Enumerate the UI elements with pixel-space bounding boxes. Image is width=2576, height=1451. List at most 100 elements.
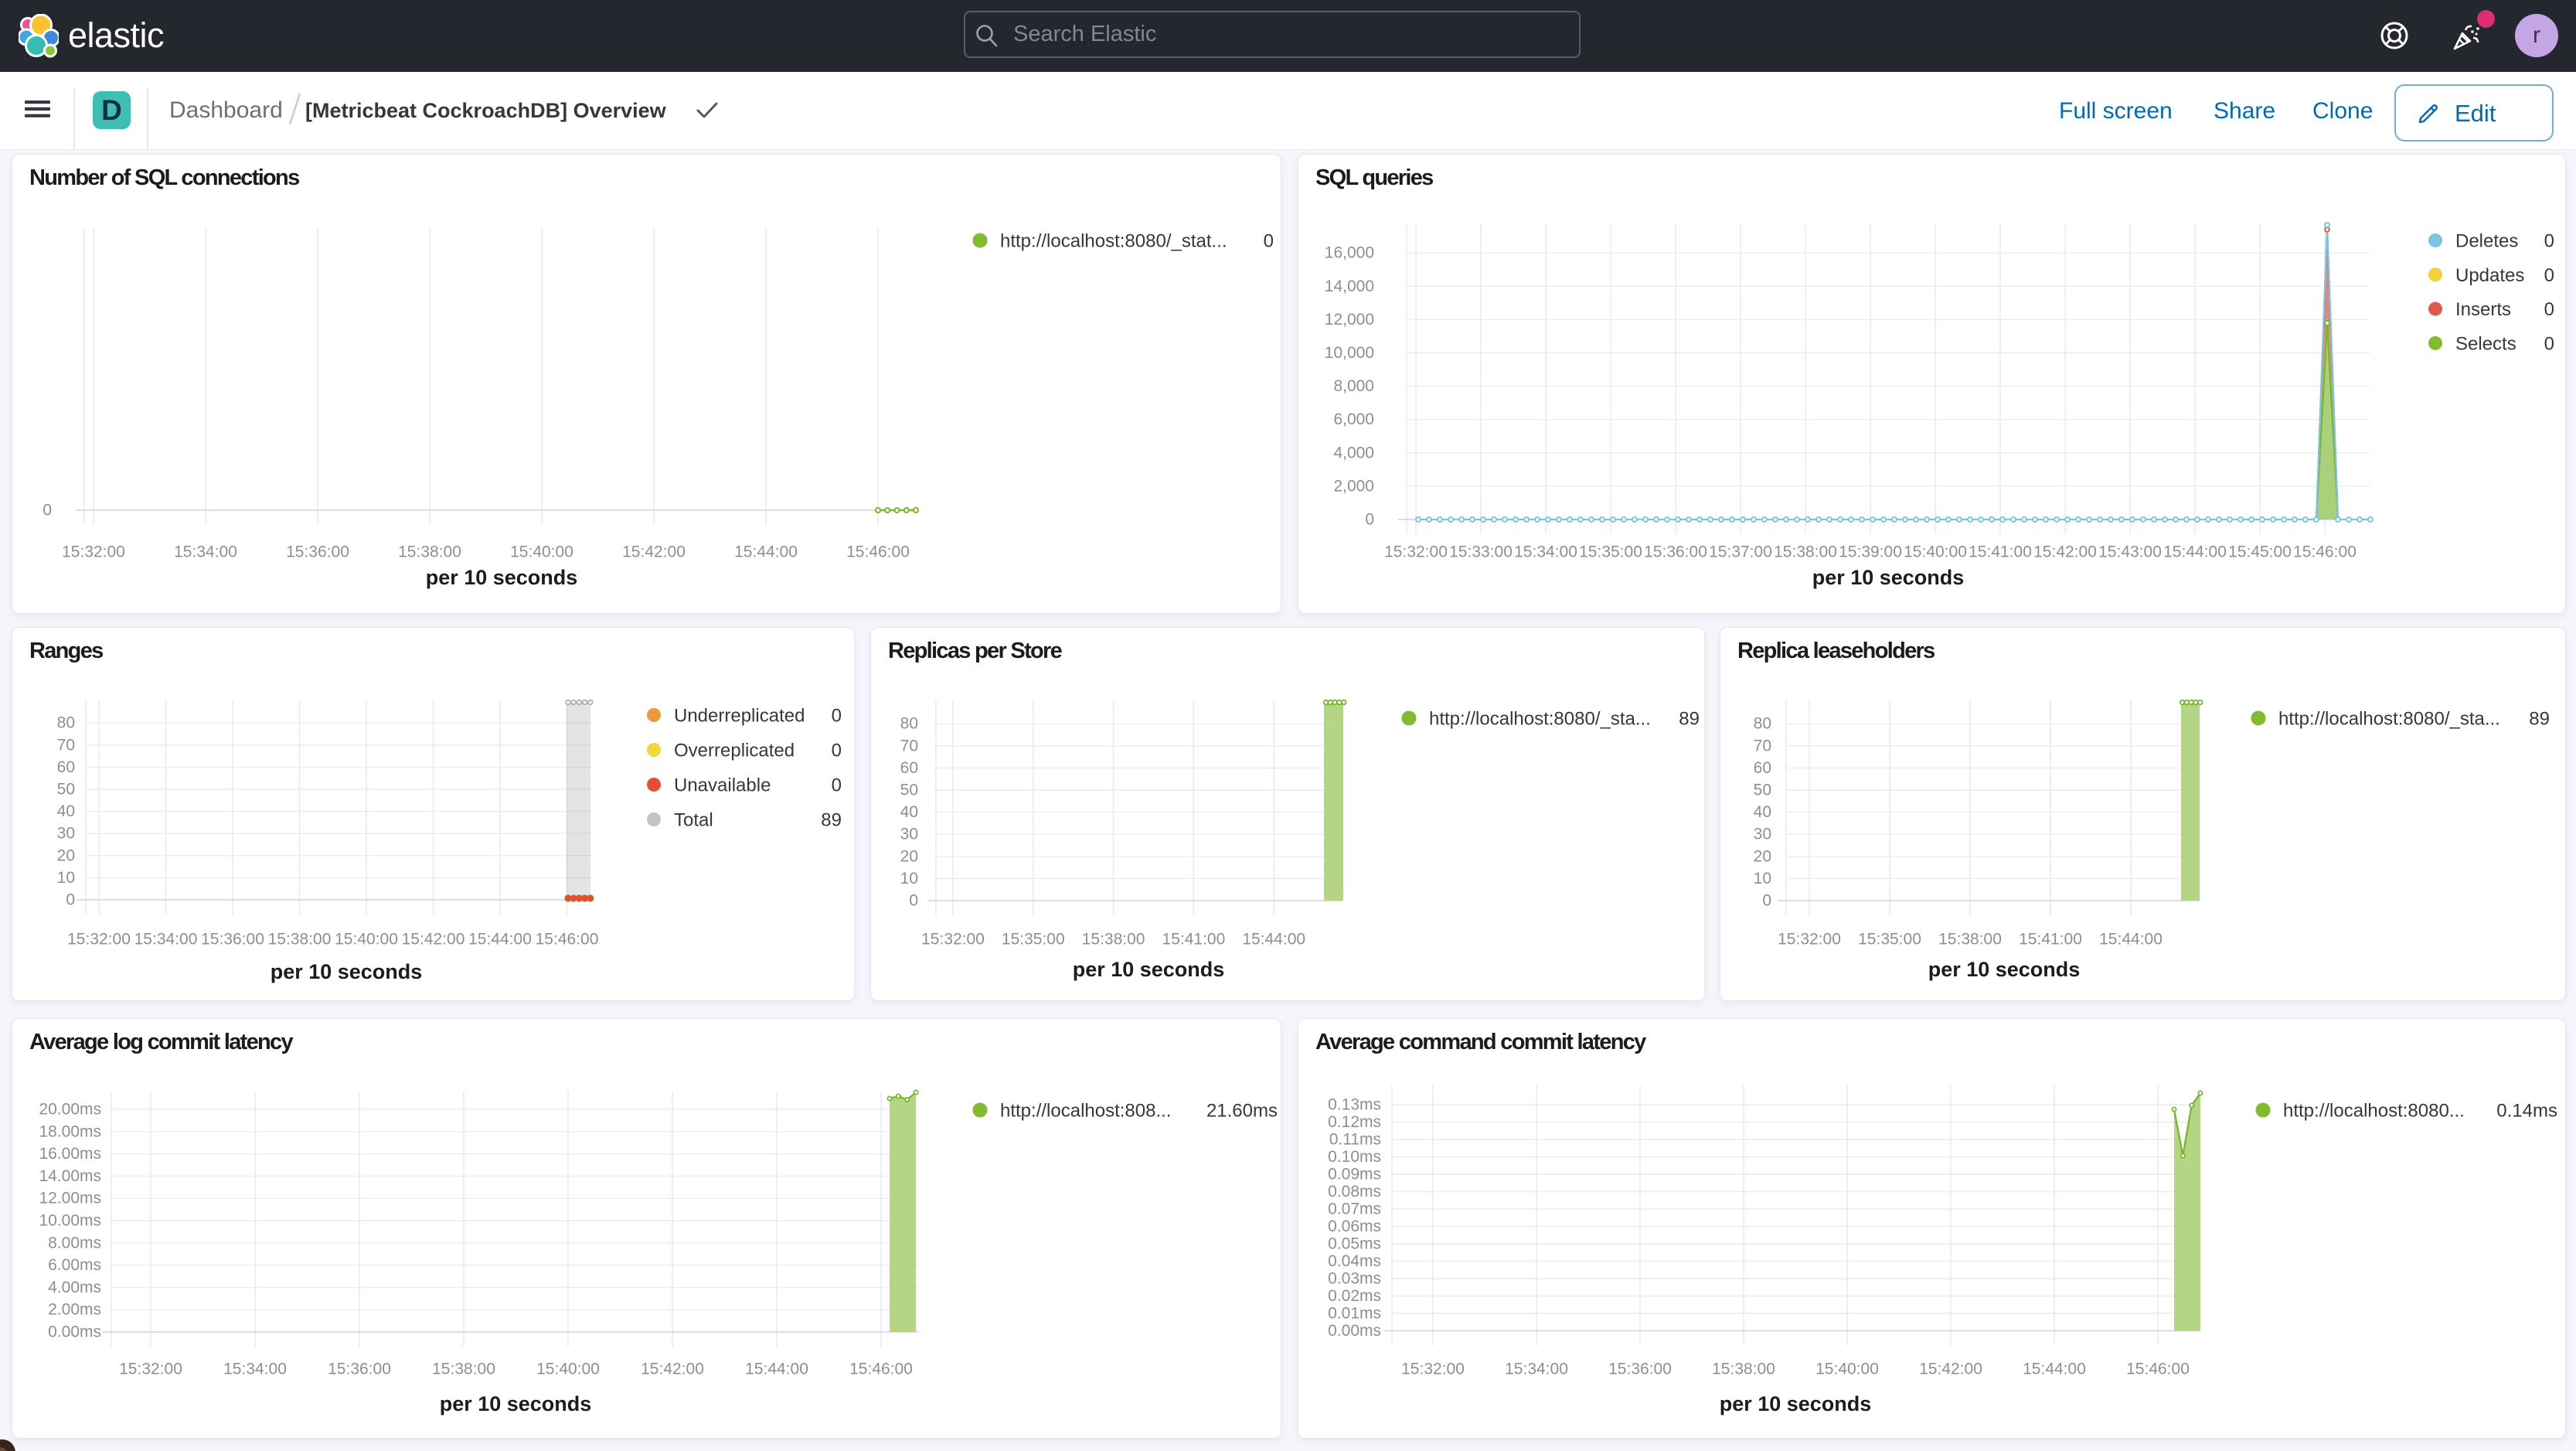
svg-text:70: 70 xyxy=(900,737,918,754)
svg-text:70: 70 xyxy=(1754,737,1771,754)
svg-text:20.00ms: 20.00ms xyxy=(39,1101,101,1119)
svg-text:0: 0 xyxy=(1365,511,1374,529)
svg-text:2.00ms: 2.00ms xyxy=(48,1301,101,1319)
svg-text:15:41:00: 15:41:00 xyxy=(1162,931,1226,949)
svg-text:50: 50 xyxy=(1754,782,1771,799)
svg-text:0.00ms: 0.00ms xyxy=(1328,1322,1381,1340)
svg-text:15:34:00: 15:34:00 xyxy=(1505,1361,1568,1378)
svg-text:89: 89 xyxy=(2529,709,2550,730)
svg-text:0.14ms: 0.14ms xyxy=(2496,1101,2557,1122)
svg-text:50: 50 xyxy=(57,781,75,799)
svg-text:16,000: 16,000 xyxy=(1325,244,1374,262)
svg-text:6.00ms: 6.00ms xyxy=(48,1256,101,1274)
svg-text:0: 0 xyxy=(1264,231,1274,252)
svg-text:15:39:00: 15:39:00 xyxy=(1839,543,1902,561)
svg-text:30: 30 xyxy=(900,826,918,843)
svg-text:8,000: 8,000 xyxy=(1333,377,1374,395)
svg-text:15:44:00: 15:44:00 xyxy=(1242,931,1305,949)
svg-text:50: 50 xyxy=(900,782,918,799)
svg-text:15:35:00: 15:35:00 xyxy=(1579,543,1642,561)
svg-text:http://localhost:8080/_stat...: http://localhost:8080/_stat... xyxy=(1000,231,1227,252)
svg-text:0.10ms: 0.10ms xyxy=(1328,1148,1381,1166)
svg-text:60: 60 xyxy=(57,758,75,776)
svg-text:0.09ms: 0.09ms xyxy=(1328,1166,1381,1184)
svg-text:15:40:00: 15:40:00 xyxy=(335,931,398,949)
svg-text:15:44:00: 15:44:00 xyxy=(734,543,798,561)
svg-text:http://localhost:8080/_sta...: http://localhost:8080/_sta... xyxy=(1429,709,1651,730)
svg-text:15:43:00: 15:43:00 xyxy=(2098,543,2162,561)
svg-text:15:41:00: 15:41:00 xyxy=(1969,543,2032,561)
svg-text:Inserts: Inserts xyxy=(2455,299,2511,320)
svg-text:15:35:00: 15:35:00 xyxy=(1002,931,1065,949)
svg-text:15:40:00: 15:40:00 xyxy=(510,543,573,561)
svg-text:15:42:00: 15:42:00 xyxy=(641,1361,704,1378)
svg-text:0.11ms: 0.11ms xyxy=(1329,1131,1381,1149)
svg-text:15:40:00: 15:40:00 xyxy=(1904,543,1967,561)
svg-text:15:34:00: 15:34:00 xyxy=(1514,543,1577,561)
svg-text:http://localhost:8080/_sta...: http://localhost:8080/_sta... xyxy=(2278,709,2500,730)
svg-text:15:42:00: 15:42:00 xyxy=(2033,543,2097,561)
svg-text:10: 10 xyxy=(1754,870,1771,887)
svg-text:Updates: Updates xyxy=(2455,265,2524,286)
svg-text:15:32:00: 15:32:00 xyxy=(921,931,985,949)
svg-text:80: 80 xyxy=(57,714,75,732)
svg-text:14.00ms: 14.00ms xyxy=(39,1167,101,1185)
svg-text:10: 10 xyxy=(57,869,75,887)
svg-text:http://localhost:808...: http://localhost:808... xyxy=(1000,1101,1171,1122)
svg-text:15:46:00: 15:46:00 xyxy=(536,931,599,949)
svg-text:2,000: 2,000 xyxy=(1333,477,1374,495)
svg-text:15:41:00: 15:41:00 xyxy=(2019,931,2082,949)
svg-text:Underreplicated: Underreplicated xyxy=(674,706,805,727)
svg-text:Total: Total xyxy=(674,810,713,831)
svg-text:21.60ms: 21.60ms xyxy=(1206,1101,1278,1122)
svg-text:15:42:00: 15:42:00 xyxy=(622,543,686,561)
svg-text:0.08ms: 0.08ms xyxy=(1328,1183,1381,1201)
svg-text:15:44:00: 15:44:00 xyxy=(2099,931,2163,949)
svg-text:40: 40 xyxy=(1754,803,1771,821)
svg-text:12,000: 12,000 xyxy=(1325,311,1374,329)
svg-text:15:38:00: 15:38:00 xyxy=(268,931,332,949)
svg-text:4,000: 4,000 xyxy=(1333,444,1374,462)
svg-text:15:32:00: 15:32:00 xyxy=(62,543,125,561)
svg-text:per 10 seconds: per 10 seconds xyxy=(1073,958,1225,981)
svg-text:20: 20 xyxy=(1754,847,1771,865)
svg-text:Selects: Selects xyxy=(2455,333,2516,354)
svg-text:60: 60 xyxy=(1754,759,1771,777)
svg-text:15:46:00: 15:46:00 xyxy=(846,543,910,561)
svg-text:89: 89 xyxy=(1679,709,1700,730)
svg-text:0: 0 xyxy=(2544,333,2554,354)
svg-text:0: 0 xyxy=(2544,265,2554,286)
svg-text:per 10 seconds: per 10 seconds xyxy=(1928,958,2081,981)
svg-text:80: 80 xyxy=(1754,715,1771,733)
svg-text:15:32:00: 15:32:00 xyxy=(119,1361,182,1378)
svg-text:15:40:00: 15:40:00 xyxy=(1815,1361,1879,1378)
svg-text:Overreplicated: Overreplicated xyxy=(674,741,795,761)
svg-text:14,000: 14,000 xyxy=(1325,278,1374,295)
svg-text:0: 0 xyxy=(43,502,52,519)
svg-text:12.00ms: 12.00ms xyxy=(39,1190,101,1207)
svg-text:per 10 seconds: per 10 seconds xyxy=(271,960,423,983)
svg-text:15:44:00: 15:44:00 xyxy=(2023,1361,2086,1378)
svg-text:15:44:00: 15:44:00 xyxy=(468,931,532,949)
svg-text:15:32:00: 15:32:00 xyxy=(67,931,131,949)
svg-text:per 10 seconds: per 10 seconds xyxy=(426,566,578,589)
svg-text:18.00ms: 18.00ms xyxy=(39,1122,101,1140)
svg-text:per 10 seconds: per 10 seconds xyxy=(1720,1392,1872,1415)
svg-text:15:32:00: 15:32:00 xyxy=(1778,931,1841,949)
svg-text:15:44:00: 15:44:00 xyxy=(2163,543,2227,561)
svg-text:15:32:00: 15:32:00 xyxy=(1401,1361,1465,1378)
svg-text:8.00ms: 8.00ms xyxy=(48,1234,101,1252)
svg-text:4.00ms: 4.00ms xyxy=(48,1279,101,1296)
svg-text:0: 0 xyxy=(832,741,842,761)
svg-text:30: 30 xyxy=(1754,826,1771,843)
svg-text:0.13ms: 0.13ms xyxy=(1328,1096,1381,1114)
svg-text:15:40:00: 15:40:00 xyxy=(536,1361,600,1378)
svg-text:0.12ms: 0.12ms xyxy=(1328,1113,1381,1131)
svg-text:15:38:00: 15:38:00 xyxy=(1774,543,1837,561)
svg-text:0.02ms: 0.02ms xyxy=(1328,1287,1381,1305)
svg-text:10: 10 xyxy=(900,870,918,887)
svg-text:0: 0 xyxy=(2544,299,2554,320)
svg-text:15:45:00: 15:45:00 xyxy=(2228,543,2292,561)
svg-text:0.00ms: 0.00ms xyxy=(48,1323,101,1341)
svg-text:15:34:00: 15:34:00 xyxy=(174,543,237,561)
